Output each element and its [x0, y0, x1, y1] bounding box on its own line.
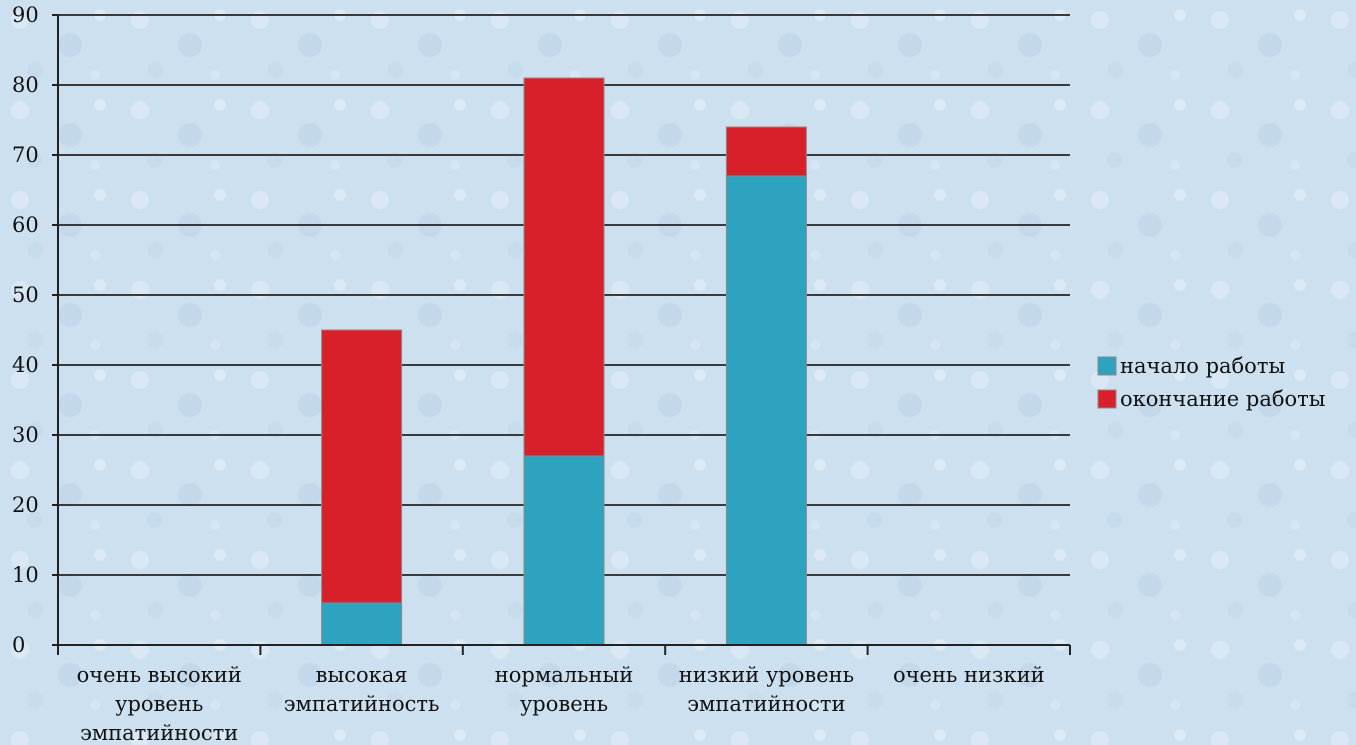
- bar-segment-end: [523, 77, 605, 457]
- x-category-label: эмпатийность: [284, 692, 440, 716]
- x-category-labels: очень высокий уровень эмпатийности высокая э…: [77, 663, 1045, 745]
- y-tick-label: 0: [12, 633, 25, 657]
- legend: начало работы окончание работы: [1097, 354, 1326, 411]
- axes: [52, 14, 1071, 655]
- legend-label: окончание работы: [1120, 387, 1326, 411]
- y-tick-label: 90: [12, 3, 39, 27]
- legend-swatch: [1097, 389, 1117, 409]
- bar-segment-start: [321, 602, 403, 646]
- legend-swatch: [1097, 356, 1117, 376]
- x-category-label: очень высокий: [77, 663, 242, 687]
- bars: [321, 77, 807, 646]
- y-tick-label: 60: [12, 213, 39, 237]
- y-tick-label: 40: [12, 353, 39, 377]
- bar-segment-end: [321, 329, 403, 604]
- bar-segment-end: [725, 126, 807, 177]
- y-tick-label: 10: [12, 563, 39, 587]
- y-tick-label: 70: [12, 143, 39, 167]
- x-category-label: эмпатийности: [687, 692, 845, 716]
- y-tick-labels: 0 10 20 30 40 50 60 70 80 90: [12, 3, 39, 657]
- x-category-label: уровень: [520, 692, 608, 716]
- bar-segment-start: [523, 455, 605, 646]
- x-category-label: уровень: [115, 692, 203, 716]
- x-category-label: очень низкий: [893, 663, 1045, 687]
- y-tick-label: 20: [12, 493, 39, 517]
- bar-segment-start: [725, 175, 807, 646]
- y-tick-label: 80: [12, 73, 39, 97]
- x-category-label: эмпатийности: [80, 721, 238, 745]
- y-tick-label: 30: [12, 423, 39, 447]
- legend-label: начало работы: [1120, 354, 1285, 378]
- x-category-label: нормальный: [495, 663, 633, 687]
- x-category-label: низкий уровень: [679, 663, 854, 687]
- x-category-label: высокая: [316, 663, 408, 687]
- y-tick-label: 50: [12, 283, 39, 307]
